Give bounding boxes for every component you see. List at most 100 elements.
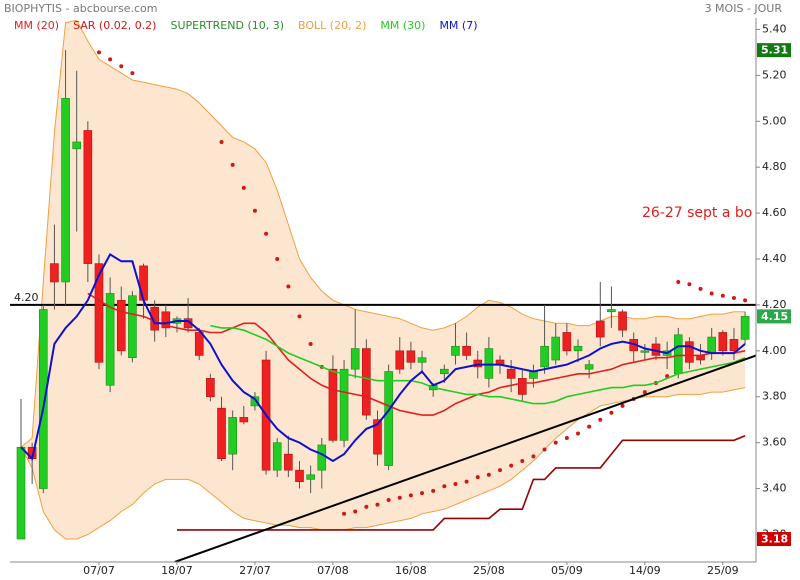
candle-body (406, 350, 416, 363)
sar-dot (498, 468, 503, 473)
candle-body (373, 419, 382, 455)
candle-body (16, 446, 26, 540)
candle-body (685, 341, 694, 363)
candle-body (317, 444, 327, 471)
sar-dot (464, 479, 469, 484)
y-tick-label: 4.20 (762, 298, 787, 311)
y-tick-label: 5.20 (762, 68, 787, 81)
candle-body (529, 371, 538, 379)
legend-entry: BOLL (20, 2) (298, 19, 366, 32)
indicator-line (87, 292, 746, 416)
candle-body (729, 339, 739, 352)
candle-body (83, 130, 93, 264)
sar-dot (598, 417, 603, 422)
candle-body (718, 332, 728, 352)
candle-body (740, 316, 750, 340)
sar-dot (587, 424, 592, 429)
y-tick-label: 5.40 (762, 22, 787, 35)
y-tick-label: 3.80 (762, 390, 787, 403)
candle-body (551, 336, 561, 361)
candle-body (562, 332, 572, 352)
candle-body (61, 98, 70, 283)
candle-body (618, 311, 627, 331)
candle-body (94, 263, 104, 363)
candle-body (517, 378, 527, 395)
y-tick-label: 5.00 (762, 114, 787, 127)
candle-body (506, 368, 516, 379)
candle-body (139, 265, 148, 301)
sar-dot (665, 374, 670, 379)
x-tick-label: 25/09 (707, 564, 739, 577)
y-tick-label: 3.60 (762, 436, 787, 449)
sar-dot (576, 431, 580, 436)
sar-dot (720, 293, 725, 298)
candle-body (239, 417, 249, 423)
x-tick-label: 07/07 (83, 564, 115, 577)
sar-dot (297, 314, 302, 319)
candle-body (707, 336, 716, 354)
candle-body (440, 368, 449, 375)
candle-body (328, 368, 338, 441)
sar-dot (542, 447, 547, 452)
candle-body (350, 348, 360, 370)
sar-dot (375, 502, 380, 507)
band-fill (21, 20, 746, 540)
candle-body (417, 357, 427, 363)
legend-entry: SAR (0.02, 0.2) (73, 19, 156, 32)
sar-dot (731, 296, 736, 301)
candle-body (295, 469, 304, 482)
chart-subtitle: 3 MOIS - JOUR (705, 2, 783, 15)
trendline (174, 354, 756, 562)
sar-dot (230, 162, 235, 167)
sar-dot (709, 291, 714, 296)
sar-dot (397, 495, 402, 500)
sar-dot (342, 511, 347, 516)
candle-body (395, 350, 405, 370)
sar-dot (353, 509, 358, 514)
y-tick-label: 4.80 (762, 160, 787, 173)
price-flag-label: 4.15 (761, 310, 788, 323)
candle-body (584, 364, 594, 370)
sar-dot (130, 71, 135, 76)
sar-dot (431, 488, 436, 493)
sar-dot (119, 64, 124, 69)
x-tick-label: 07/08 (317, 564, 349, 577)
legend-entry: MM (7) (439, 19, 477, 32)
candle-body (595, 320, 605, 338)
indicator-line (210, 324, 746, 405)
x-tick-label: 18/07 (161, 564, 193, 577)
candle-body (206, 378, 215, 398)
candle-body (272, 442, 282, 471)
sar-dot (609, 410, 614, 415)
sar-dot (564, 436, 569, 441)
chart-title: BIOPHYTIS - abcbourse.com (4, 2, 157, 15)
sar-dot (264, 231, 269, 236)
price-flag-label: 5.31 (761, 44, 788, 57)
candle-body (607, 309, 616, 313)
candle-body (38, 309, 48, 489)
sar-dot (420, 491, 425, 496)
candle-body (540, 345, 549, 368)
sar-dot (531, 454, 536, 459)
sar-dot (475, 475, 480, 480)
candle-body (161, 311, 171, 329)
candle-body (462, 345, 471, 356)
x-tick-label: 14/09 (629, 564, 661, 577)
sar-dot (676, 279, 681, 284)
sar-dot (96, 50, 101, 55)
horizontal-line-label: 4.20 (14, 291, 39, 304)
candle-body (50, 263, 59, 283)
annotation: 26-27 sept a bo (642, 205, 752, 221)
candle-body (484, 348, 494, 379)
candle-body (250, 396, 260, 407)
price-flag (757, 43, 791, 58)
candle-body (673, 334, 683, 375)
sar-dot (364, 504, 369, 509)
sar-dot (108, 57, 113, 62)
y-tick-label: 4.00 (762, 344, 787, 357)
candle-body (128, 295, 137, 359)
sar-dot (442, 484, 447, 489)
y-tick-label: 4.60 (762, 206, 787, 219)
candle-body (105, 293, 115, 386)
